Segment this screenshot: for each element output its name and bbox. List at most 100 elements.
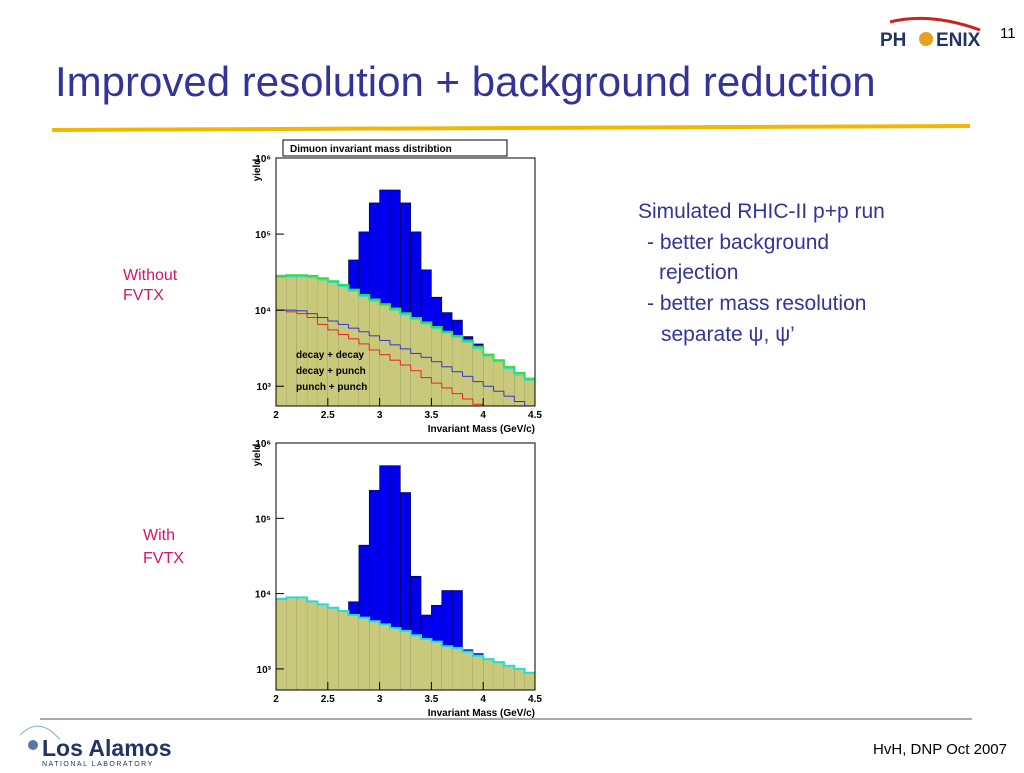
note-line: Simulated RHIC-II p+p run [638,200,885,223]
x-tick-label: 4.5 [528,694,542,705]
x-tick-label: 2 [273,694,279,705]
hist-bar [400,630,411,690]
y-tick-label: 10⁵ [255,230,271,241]
y-axis-label: yield [252,159,263,182]
hist-bar [307,275,318,406]
lab-sub: NATIONAL LABORATORY [42,761,154,768]
hist-bar [327,281,339,406]
hist-bar [451,590,463,690]
side-label: Without [123,267,178,284]
hist-outline [276,274,535,380]
note-line: separate ψ, ψ’ [661,323,795,346]
hist-bar [452,647,463,690]
title-box [282,139,508,157]
title-rule [51,124,971,132]
hist-bar [410,635,422,690]
hist-bar [483,659,494,690]
hist-bar [421,638,432,690]
hist-bar [493,662,504,690]
y-tick-label: 10³ [257,665,272,676]
hist-bar [338,285,349,406]
logo-text: PH [880,30,906,51]
hist-bar [462,340,473,406]
side-label: FVTX [123,287,164,304]
note-line: - better background [647,231,829,254]
hist-bar [441,331,453,406]
hist-bar [503,366,515,406]
y-tick-label: 10⁵ [255,514,271,525]
y-axis-label: yield [252,444,263,467]
hist-bar [431,641,442,690]
hist-bar [327,607,339,690]
hist-bar [317,604,328,690]
hist-bar [358,295,370,406]
y-tick-label: 10³ [257,382,272,393]
hist-bar [348,615,359,690]
hist-bar [358,617,370,690]
hist-bar [276,275,287,406]
x-axis-label: Invariant Mass (GeV/c) [428,708,535,719]
plot-border [275,157,536,407]
x-tick-label: 2 [273,410,279,421]
page-number: 11 [1000,25,1016,42]
hist-bar [389,627,401,690]
hist-bar [503,665,515,690]
y-tick-label: 10⁶ [255,154,271,165]
side-label: With [143,527,175,544]
phenix-logo: PH ENIX [880,16,981,51]
hist-bar [452,335,463,406]
x-tick-label: 2.5 [321,694,335,705]
hist-bar [276,598,287,690]
x-tick-label: 2.5 [321,410,335,421]
y-tick-label: 10⁶ [255,439,271,450]
hist-bar [472,346,484,406]
y-tick-label: 10⁴ [255,590,271,601]
hist-bar [369,621,380,690]
x-tick-label: 4 [480,410,486,421]
x-tick-label: 4.5 [528,410,542,421]
x-tick-label: 3.5 [424,410,438,421]
hist-bar [348,289,359,406]
hist-bar [369,299,380,406]
legend-entry: decay + punch [296,366,366,377]
hist-bar [431,327,442,406]
hist-bar [483,354,494,406]
plot-border [275,442,536,691]
hist-bar [296,275,308,406]
logo-text: ENIX [936,30,981,51]
hist-outline [276,596,535,674]
hist-step-riser [285,276,526,381]
hist-bar [524,378,535,406]
note-line: rejection [659,261,738,284]
hist-bar [338,610,349,690]
x-axis-label: Invariant Mass (GeV/c) [428,424,535,435]
y-tick-label: 10⁴ [255,306,271,317]
plot-area [276,189,535,406]
hist-bar [472,655,484,690]
chart-title: Dimuon invariant mass distribtion [290,144,452,155]
x-tick-label: 3 [377,410,383,421]
hist-bar [296,597,308,690]
hist-bar [441,646,453,690]
hist-bar [307,601,318,690]
slide-title: Improved resolution + background reducti… [55,58,876,105]
footer-credit: HvH, DNP Oct 2007 [873,741,1007,758]
hist-bar [462,651,473,690]
hist-bar [514,668,525,690]
legend-entry: punch + punch [296,382,367,393]
legend-entry: decay + decay [296,350,365,361]
hist-bar [421,322,432,406]
hist-step-riser [285,310,484,406]
hist-bar [493,360,504,406]
hist-bar [389,308,401,406]
hist-bar [286,275,297,406]
lanl-logo: Los Alamos NATIONAL LABORATORY [19,725,172,768]
hist-bar [410,317,422,406]
hist-bar [379,624,390,690]
x-tick-label: 3.5 [424,694,438,705]
hist-bar [286,597,297,690]
x-tick-label: 3 [377,694,383,705]
note-line: - better mass resolution [647,292,866,315]
hist-bar [400,313,411,406]
